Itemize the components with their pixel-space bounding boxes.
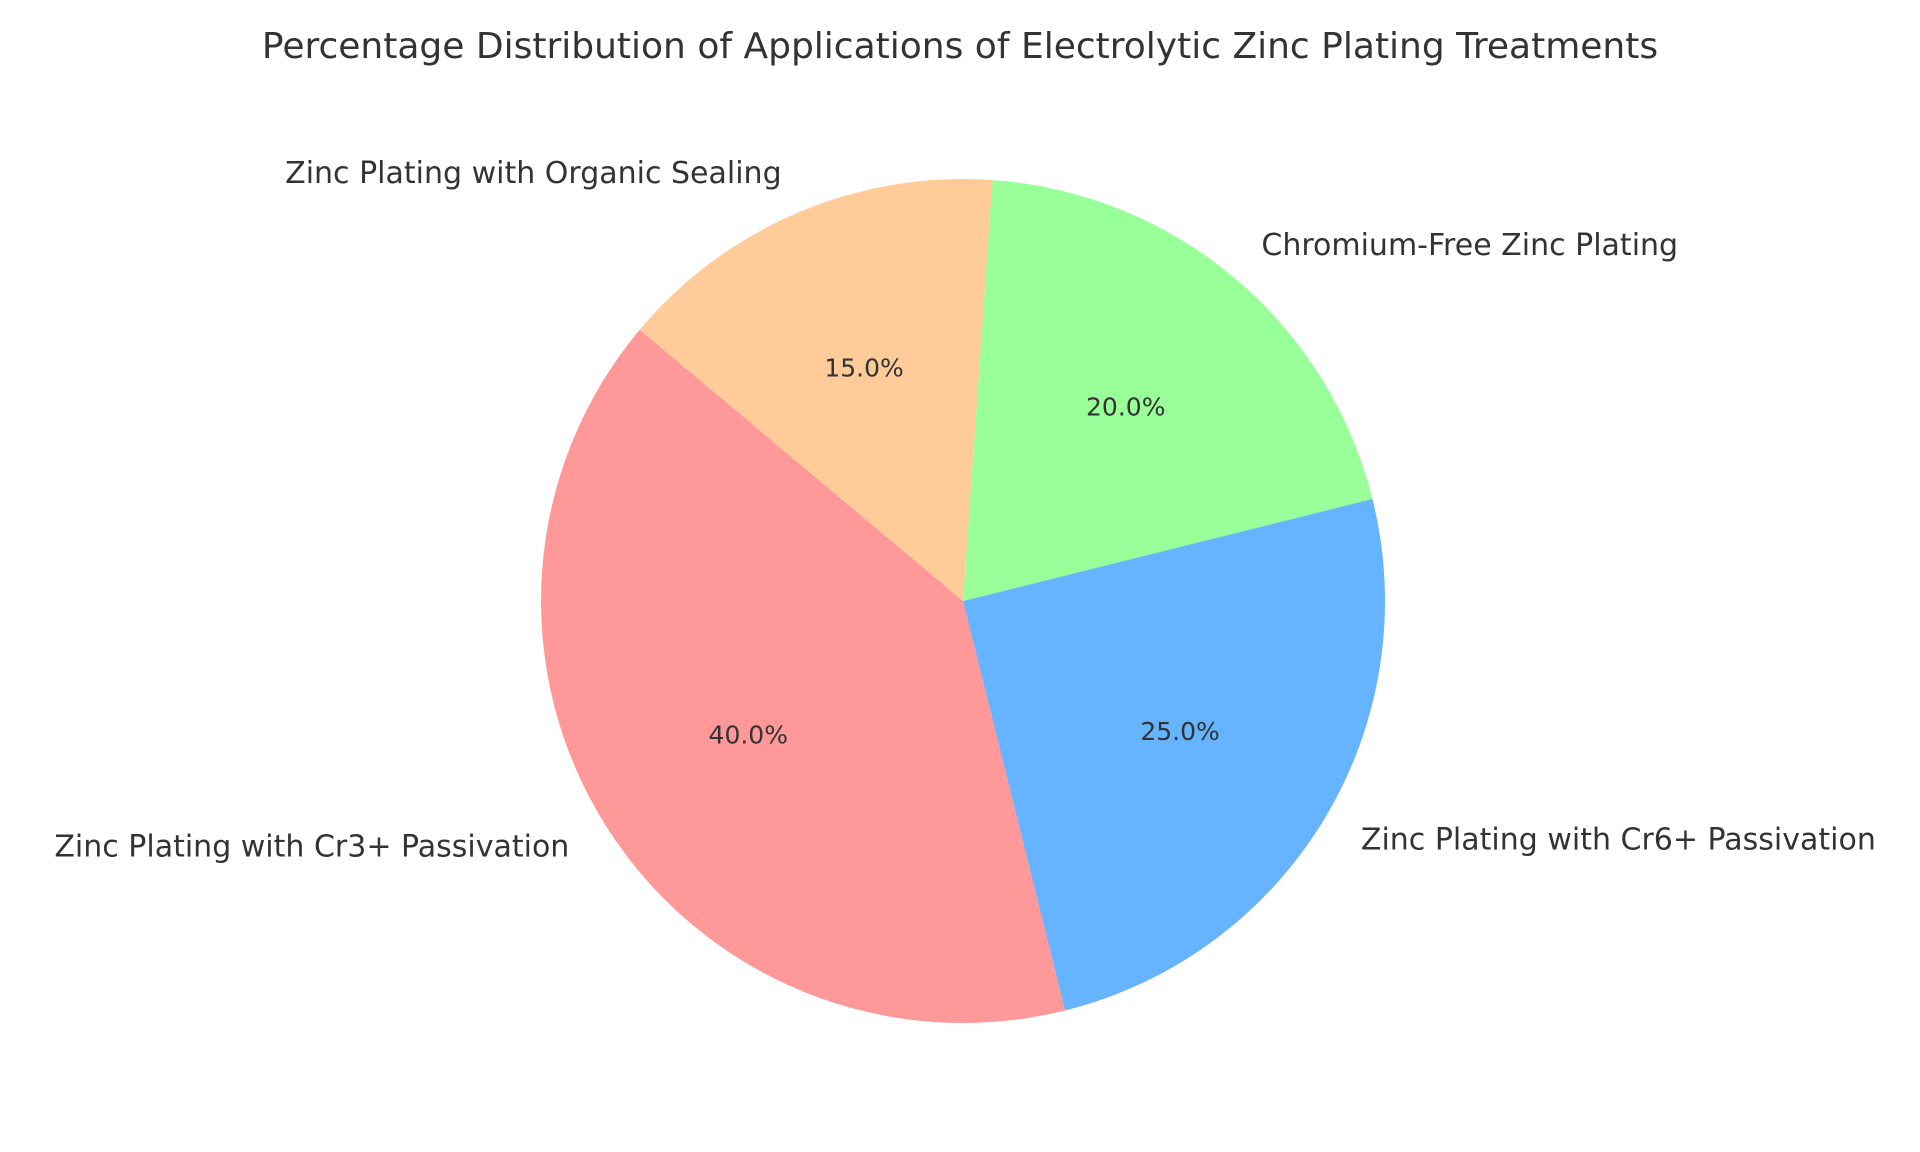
slice-percent-label: 20.0% [1086,393,1165,422]
slice-label: Zinc Plating with Organic Sealing [285,156,781,191]
chart-title: Percentage Distribution of Applications … [262,26,1658,67]
pie-slice [639,179,993,601]
slice-label: Zinc Plating with Cr6+ Passivation [1361,823,1876,858]
pie-labels: Zinc Plating with Cr3+ Passivation 40.0% Z… [54,156,1876,864]
pie-slice [963,180,1373,601]
slice-label: Zinc Plating with Cr3+ Passivation [54,829,569,864]
slice-percent-label: 40.0% [709,721,788,750]
pie-slice [963,498,1385,1011]
slice-percent-label: 25.0% [1140,717,1219,746]
pie-slices [541,179,1385,1023]
slice-label: Chromium-Free Zinc Plating [1261,228,1678,263]
pie-slice [541,329,1066,1023]
slice-percent-label: 15.0% [824,353,903,382]
